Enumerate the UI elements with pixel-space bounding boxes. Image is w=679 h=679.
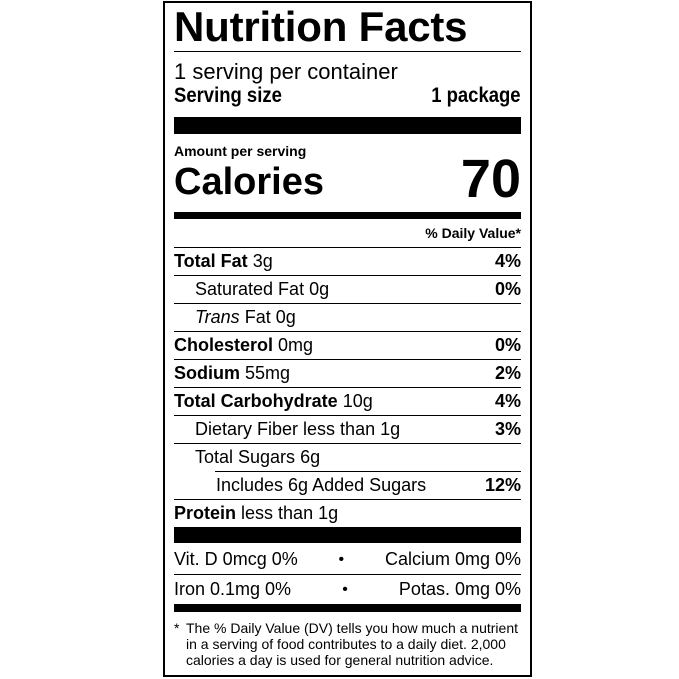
calories-row: Calories 70	[174, 152, 521, 206]
nutrient-name: Total Carbohydrate	[174, 391, 338, 411]
nutrient-dv: 4%	[494, 251, 521, 271]
amount-per-serving: Amount per serving	[174, 143, 307, 159]
nutrient-amount: 3g	[252, 251, 273, 271]
nutrient-dv: 4%	[494, 391, 521, 411]
divider	[174, 51, 521, 52]
nutrition-facts-label: Nutrition Facts 1 serving per container …	[163, 1, 532, 677]
thick-divider	[174, 527, 521, 543]
mineral-left: Vit. D 0mcg 0%	[174, 549, 298, 569]
nutrient-dv: 12%	[484, 475, 521, 495]
thick-divider	[174, 117, 521, 134]
nutrient-name: Trans	[195, 307, 240, 327]
nutrient-row-trans-fat: Trans Fat 0g	[174, 303, 521, 331]
nutrient-name: Total Sugars	[195, 447, 296, 467]
nutrient-row-dietary-fiber: Dietary Fiber less than 1g 3%	[174, 415, 521, 443]
medium-divider	[174, 212, 521, 219]
divider	[174, 574, 521, 575]
minerals-row: Vit. D 0mcg 0% • Calcium 0mg 0%	[174, 545, 521, 574]
label-title: Nutrition Facts	[174, 3, 468, 50]
mineral-right: Calcium 0mg 0%	[384, 549, 521, 569]
nutrient-row-cholesterol: Cholesterol 0mg 0%	[174, 331, 521, 359]
nutrient-name: Includes 6g Added Sugars	[216, 475, 427, 495]
medium-divider	[174, 604, 521, 612]
nutrient-row-total-sugars: Total Sugars 6g	[174, 443, 521, 471]
footnote-asterisk: *	[174, 620, 180, 636]
footnote: * The % Daily Value (DV) tells you how m…	[174, 620, 521, 668]
mineral-left: Iron 0.1mg 0%	[174, 579, 292, 599]
servings-per-container: 1 serving per container	[174, 59, 398, 84]
nutrient-amount: 0mg	[278, 335, 314, 355]
nutrient-row-protein: Protein less than 1g	[174, 499, 521, 527]
serving-size: Serving size 1 package	[174, 84, 521, 108]
mineral-right: Potas. 0mg 0%	[398, 579, 521, 599]
nutrient-name: Protein	[174, 503, 237, 523]
nutrient-dv: 3%	[494, 419, 521, 439]
nutrient-row-added-sugars: Includes 6g Added Sugars 12%	[215, 471, 521, 499]
minerals-row: Iron 0.1mg 0% • Potas. 0mg 0%	[174, 575, 521, 604]
nutrient-amount: 10g	[342, 391, 373, 411]
daily-value-header: % Daily Value*	[425, 225, 521, 241]
nutrient-name: Cholesterol	[174, 335, 274, 355]
nutrient-dv: 2%	[494, 363, 521, 383]
nutrient-dv: 0%	[494, 279, 521, 299]
nutrient-name: Sodium	[174, 363, 240, 383]
nutrient-amount: 0g	[309, 279, 330, 299]
nutrient-row-saturated-fat: Saturated Fat 0g 0%	[174, 275, 521, 303]
nutrient-amount: less than 1g	[241, 503, 339, 523]
nutrient-amount: 55mg	[245, 363, 291, 383]
bullet-separator: •	[338, 551, 345, 568]
nutrient-name: Dietary Fiber	[195, 419, 299, 439]
serving-size-value: 1 package	[431, 84, 521, 107]
nutrient-amount: 0g	[275, 307, 296, 327]
nutrient-row-sodium: Sodium 55mg 2%	[174, 359, 521, 387]
calories-value: 70	[460, 149, 521, 209]
nutrient-name-suffix: Fat	[244, 307, 271, 327]
nutrient-dv: 0%	[494, 335, 521, 355]
footnote-text: The % Daily Value (DV) tells you how muc…	[186, 620, 518, 668]
serving-size-label: Serving size	[174, 84, 282, 107]
nutrient-name: Total Fat	[174, 251, 248, 271]
nutrient-amount: less than 1g	[303, 419, 401, 439]
bullet-separator: •	[342, 581, 348, 598]
nutrient-amount: 6g	[300, 447, 321, 467]
calories-label: Calories	[174, 161, 324, 203]
nutrient-row-total-carbohydrate: Total Carbohydrate 10g 4%	[174, 387, 521, 415]
nutrient-row-total-fat: Total Fat 3g 4%	[174, 247, 521, 275]
nutrient-name: Saturated Fat	[195, 279, 305, 299]
